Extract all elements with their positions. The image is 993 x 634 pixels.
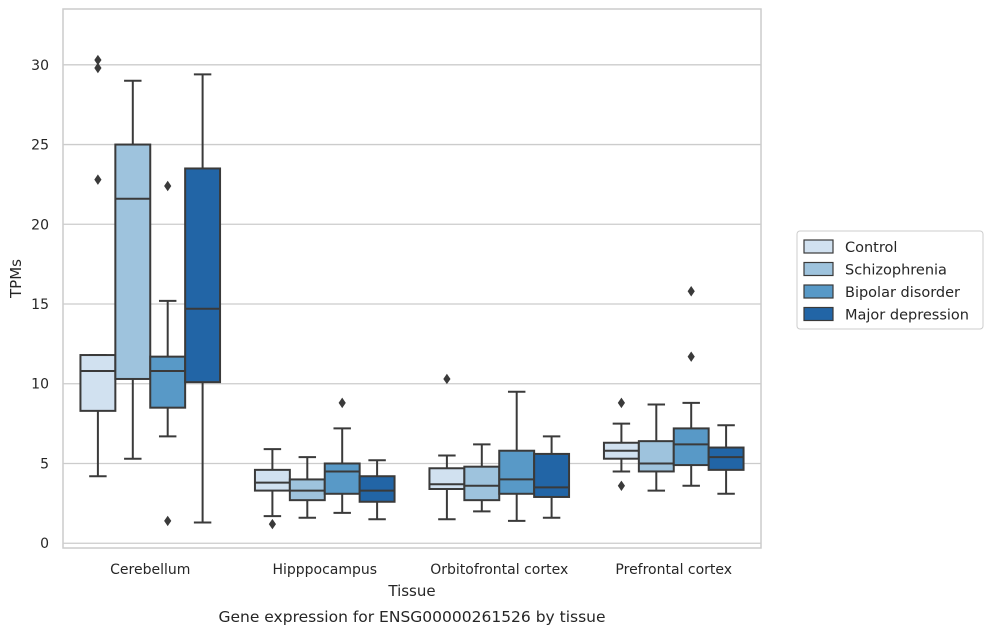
chart-caption: Gene expression for ENSG00000261526 by t…: [218, 608, 605, 626]
legend-swatch: [803, 239, 834, 254]
y-tick-label: 20: [31, 217, 49, 233]
iqr-box: [707, 446, 745, 471]
outlier-point: [617, 397, 625, 409]
outlier-point: [338, 397, 346, 409]
iqr-box: [463, 465, 501, 502]
box-2-0: [428, 373, 466, 521]
iqr-box: [637, 440, 675, 473]
y-axis-ticks: 0 5 10 15 20 25 30: [31, 58, 49, 552]
box-layer: [79, 54, 745, 530]
box-0-0: [79, 54, 117, 478]
x-tick-label: Prefrontal cortex: [615, 562, 732, 578]
outlier-point: [94, 62, 102, 74]
outlier-point: [268, 518, 276, 530]
box-2-2: [498, 390, 536, 522]
box-1-3: [358, 459, 396, 521]
y-tick-label: 30: [31, 58, 49, 74]
box-2-3: [533, 435, 571, 519]
x-tick-label: Cerebellum: [110, 562, 190, 578]
y-tick-label: 5: [40, 456, 49, 472]
x-tick-label: Orbitofrontal cortex: [430, 562, 568, 578]
outlier-point: [164, 515, 172, 527]
outlier-point: [443, 373, 451, 385]
plot-frame: [62, 8, 762, 549]
legend-frame: [796, 230, 984, 330]
iqr-box: [498, 449, 536, 495]
legend-label: Major depression: [845, 308, 969, 324]
legend: Control Schizophrenia Bipolar disorder Majo…: [796, 230, 984, 330]
legend-label: Control: [845, 240, 897, 256]
box-0-1: [114, 79, 152, 460]
iqr-box: [323, 462, 361, 495]
box-0-2: [149, 180, 187, 527]
outlier-point: [94, 54, 102, 66]
x-axis-ticks: Cerebellum Hipppocampus Orbitofrontal cort…: [110, 562, 732, 578]
outlier-point: [687, 351, 695, 362]
outlier-point: [94, 174, 102, 185]
outlier-point: [687, 286, 695, 297]
iqr-box: [184, 167, 222, 384]
iqr-box: [428, 467, 466, 490]
box-3-0: [602, 397, 640, 492]
y-tick-label: 0: [40, 536, 49, 552]
legend-swatch: [803, 306, 834, 322]
outlier-point: [617, 480, 625, 492]
box-3-2: [672, 286, 710, 487]
box-0-3: [184, 73, 222, 524]
y-tick-label: 25: [31, 138, 49, 154]
iqr-box: [672, 427, 710, 467]
y-tick-label: 15: [31, 297, 49, 313]
y-axis-label: TPMs: [7, 259, 25, 299]
x-tick-label: Hipppocampus: [272, 562, 377, 578]
legend-swatch: [803, 284, 834, 299]
box-3-1: [637, 403, 675, 492]
x-axis-label: Tissue: [387, 582, 435, 600]
legend-label: Bipolar disorder: [845, 285, 960, 301]
box-1-2: [323, 397, 361, 514]
iqr-box: [79, 354, 117, 412]
legend-label: Schizophrenia: [845, 263, 947, 279]
iqr-box: [114, 143, 152, 380]
iqr-box: [149, 355, 187, 409]
outlier-point: [164, 180, 172, 192]
box-1-0: [253, 448, 291, 530]
legend-swatch: [803, 261, 834, 277]
iqr-box: [253, 468, 291, 492]
box-3-3: [707, 424, 745, 495]
y-tick-label: 10: [31, 377, 49, 393]
box-1-1: [288, 456, 326, 519]
iqr-box: [358, 475, 396, 503]
iqr-box: [533, 452, 571, 498]
box-2-1: [463, 443, 501, 513]
